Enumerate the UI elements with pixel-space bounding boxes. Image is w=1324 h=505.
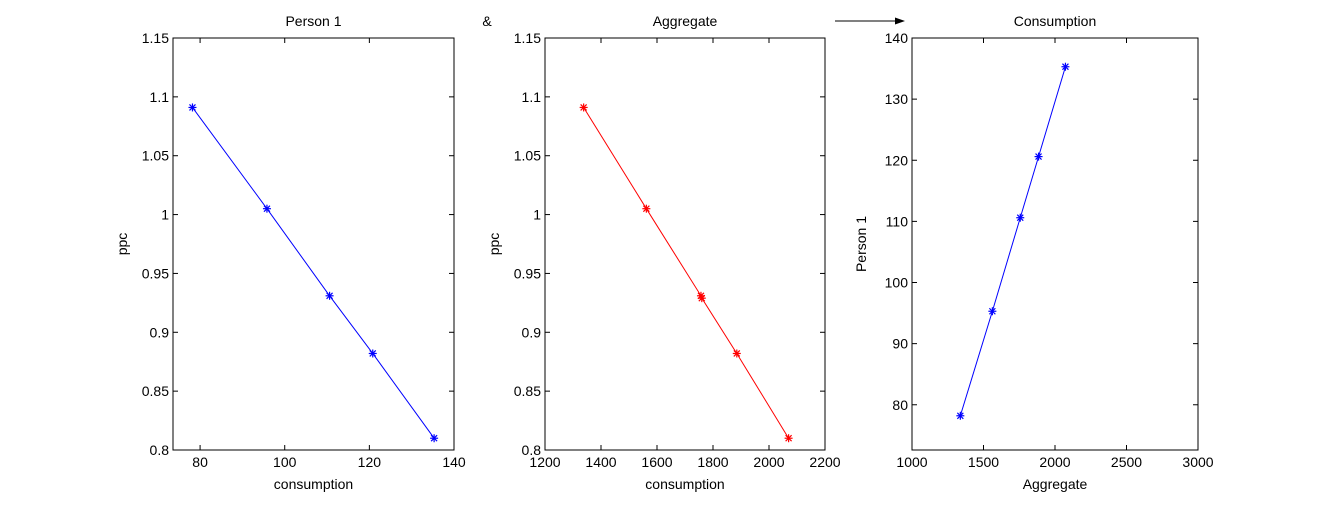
subplot-1: 80 100 120 140 0.8 0.85 0.9 0.95 1 1.05 1.1 1.15 Per… (114, 13, 466, 492)
x-axis-label: consumption (274, 476, 353, 492)
asterisk-stroke (1016, 214, 1024, 222)
data-point-asterisk (262, 204, 271, 213)
y-tick-label: 1.15 (142, 30, 169, 46)
axes-box (544, 37, 826, 451)
y-axis-label: ppc (486, 233, 502, 256)
y-tick-label: 0.9 (522, 324, 542, 340)
x-tick-label: 2000 (753, 454, 784, 470)
asterisk-stroke (956, 412, 964, 420)
y-tick-label: 80 (892, 397, 908, 413)
asterisk-stroke (189, 104, 196, 111)
y-axis-label: ppc (114, 233, 130, 256)
y-tick-label: 1.1 (522, 89, 542, 105)
y-tick-label: 1.05 (514, 148, 541, 164)
y-tick-label: 1 (161, 207, 169, 223)
data-point-asterisk (579, 103, 588, 112)
subplot-3: 1000 1500 2000 2500 3000 80 90 100 110 120 130 140 C… (853, 13, 1214, 492)
arrow-head-icon (895, 17, 905, 25)
y-tick-label: 1.1 (150, 89, 170, 105)
x-tick-label: 1200 (529, 454, 560, 470)
data-point-asterisk (956, 411, 965, 420)
x-axis-label: Aggregate (1023, 476, 1088, 492)
y-tick-label: 1.05 (142, 148, 169, 164)
y-axis-label: Person 1 (853, 216, 869, 272)
x-tick-label: 100 (273, 454, 297, 470)
asterisk-stroke (430, 434, 438, 442)
x-tick-label: 140 (442, 454, 466, 470)
x-tick-label: 2500 (1111, 454, 1142, 470)
y-tick-label: 100 (885, 275, 909, 291)
y-tick-label: 0.95 (142, 265, 169, 281)
y-tick-label: 0.85 (514, 383, 541, 399)
y-tick-label: 130 (885, 91, 909, 107)
axes-box (172, 37, 455, 451)
x-tick-label: 120 (358, 454, 382, 470)
data-point-asterisk (1061, 62, 1070, 71)
data-point-asterisk (188, 103, 197, 112)
asterisk-stroke (263, 205, 271, 213)
data-point-asterisk (1016, 213, 1025, 222)
y-tick-label: 1.15 (514, 30, 541, 46)
data-point-asterisk (697, 294, 706, 303)
y-tick-label: 90 (892, 336, 908, 352)
x-tick-label: 3000 (1182, 454, 1213, 470)
data-point-asterisk (430, 434, 439, 443)
y-tick-label: 1 (533, 207, 541, 223)
x-tick-label: 1000 (896, 454, 927, 470)
y-tick-label: 0.8 (522, 442, 542, 458)
data-point-asterisk (784, 434, 793, 443)
asterisk-stroke (988, 307, 996, 315)
x-axis-label: consumption (645, 476, 724, 492)
y-tick-label: 0.8 (150, 442, 170, 458)
x-tick-label: 2200 (809, 454, 840, 470)
subplot-title: Person 1 (285, 13, 341, 29)
axes-box (911, 37, 1199, 451)
asterisk-stroke (1062, 63, 1069, 71)
y-tick-label: 0.95 (514, 265, 541, 281)
asterisk-stroke (642, 205, 650, 213)
y-tick-label: 120 (885, 152, 909, 168)
y-tick-label: 110 (886, 213, 909, 229)
asterisk-stroke (1035, 153, 1042, 161)
data-point-asterisk (642, 204, 651, 213)
data-point-asterisk (325, 291, 334, 300)
asterisk-stroke (698, 294, 706, 302)
x-tick-label: 80 (192, 454, 208, 470)
asterisk-stroke (733, 350, 741, 357)
ampersand-annotation: & (482, 13, 492, 29)
asterisk-stroke (369, 350, 377, 357)
arrow-annotation (835, 17, 905, 25)
asterisk-stroke (326, 292, 334, 300)
data-point-asterisk (368, 349, 377, 358)
y-tick-label: 0.85 (142, 383, 169, 399)
x-tick-label: 1800 (697, 454, 728, 470)
y-tick-label: 140 (885, 30, 909, 46)
asterisk-stroke (785, 434, 793, 442)
subplot-2: 1200 1400 1600 1800 2000 2200 0.8 0.85 0.9 0.95 1 1… (486, 13, 841, 492)
y-tick-label: 0.9 (150, 324, 170, 340)
x-tick-label: 2000 (1039, 454, 1070, 470)
x-tick-label: 1600 (641, 454, 672, 470)
subplot-title: Consumption (1014, 13, 1097, 29)
x-tick-label: 1500 (968, 454, 999, 470)
data-point-asterisk (988, 307, 997, 316)
x-tick-label: 1400 (585, 454, 616, 470)
subplot-title: Aggregate (653, 13, 718, 29)
asterisk-stroke (580, 104, 588, 111)
data-point-asterisk (1034, 152, 1043, 161)
data-point-asterisk (732, 349, 741, 358)
